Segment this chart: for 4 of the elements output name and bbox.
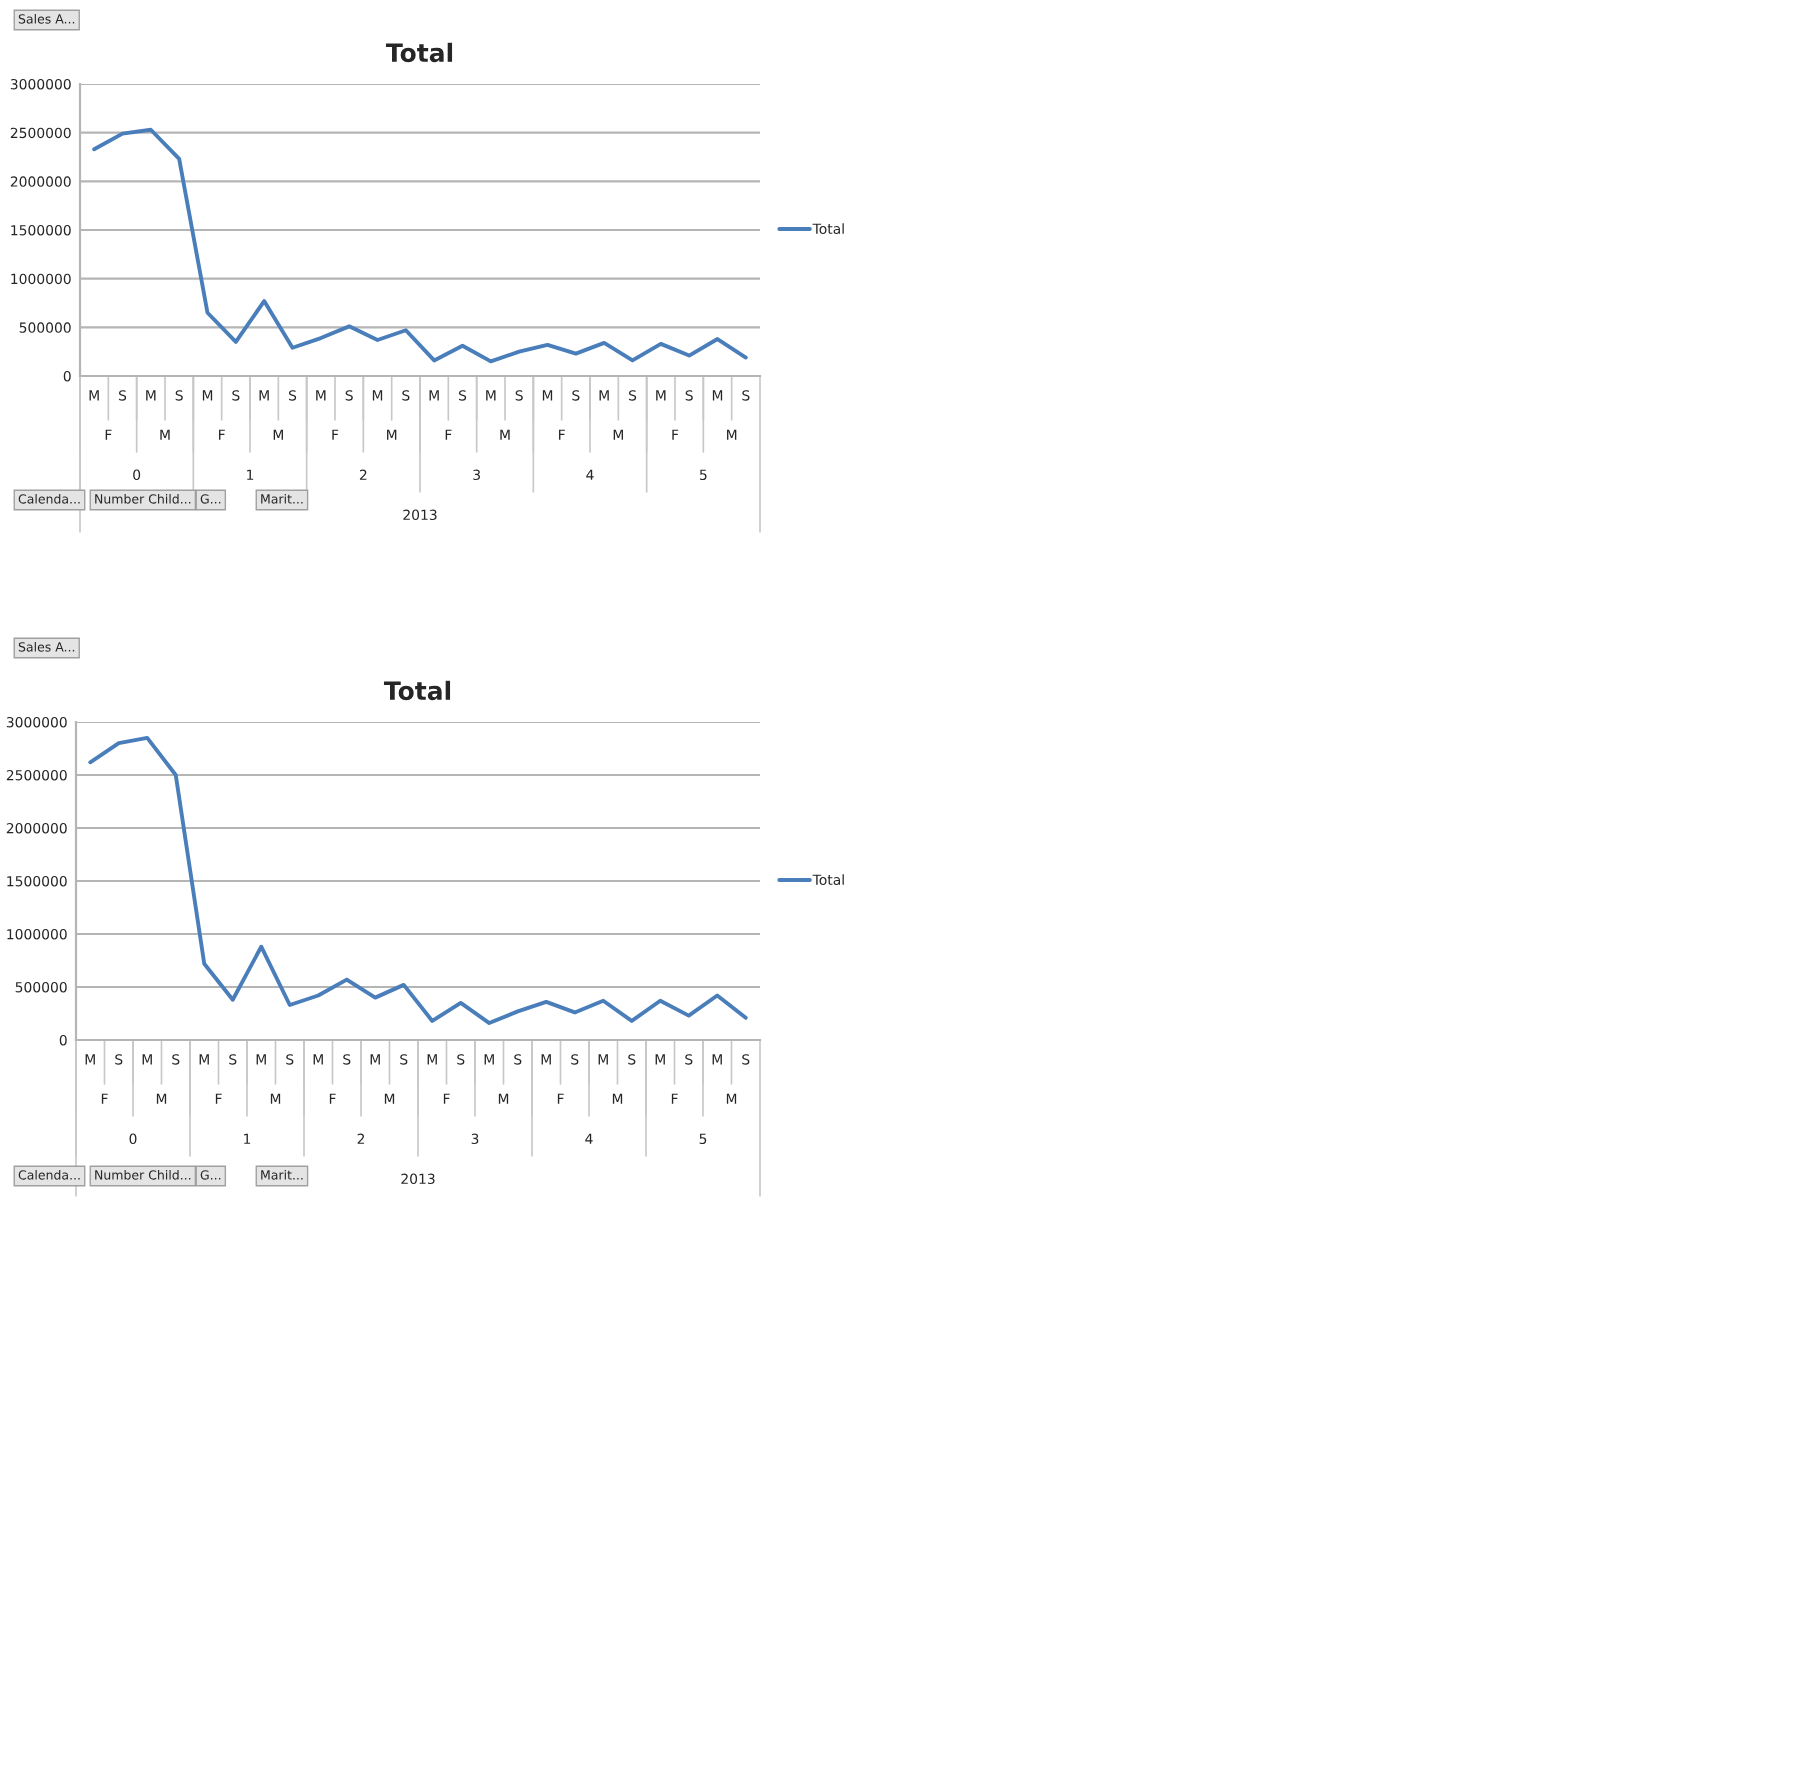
chart-title: Total <box>385 42 453 63</box>
line-series <box>92 127 748 364</box>
line-series <box>88 735 748 1025</box>
chart-title: Total <box>383 680 451 701</box>
